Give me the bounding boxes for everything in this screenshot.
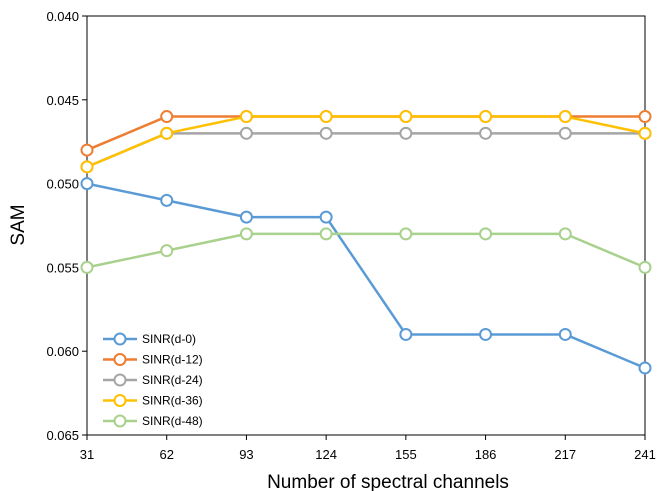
y-tick-label: 0.040: [46, 9, 79, 24]
data-point: [638, 126, 652, 140]
legend-label: SINR(d-12): [142, 353, 203, 367]
data-point: [638, 361, 652, 375]
y-axis-title: SAM: [8, 204, 29, 245]
plot-area: [86, 15, 646, 436]
legend-marker: [113, 353, 127, 366]
y-tick-label: 0.045: [46, 93, 79, 108]
data-point: [399, 327, 413, 341]
data-point: [80, 177, 94, 191]
data-point: [319, 227, 333, 241]
data-point: [479, 327, 493, 341]
data-point: [638, 260, 652, 274]
data-point: [80, 260, 94, 274]
y-tick-label: 0.050: [46, 177, 79, 192]
data-point: [479, 227, 493, 241]
data-point: [479, 110, 493, 124]
x-axis-title: Number of spectral channels: [267, 472, 509, 491]
x-tick-label: 31: [80, 447, 94, 462]
data-point: [558, 227, 572, 241]
x-tick-label: 62: [159, 447, 173, 462]
data-point: [638, 110, 652, 124]
data-point: [239, 210, 253, 224]
legend-marker: [113, 414, 127, 428]
data-point: [160, 126, 174, 140]
y-tick-label: 0.060: [46, 344, 79, 359]
data-point: [160, 193, 174, 207]
legend: SINR(d-0) SINR(d-12) SINR(d-24) SINR(d-36) S…: [103, 332, 203, 428]
x-tick-label: 217: [554, 447, 576, 462]
series-line: [86, 132, 645, 168]
legend-label: SINR(d-0): [142, 332, 196, 346]
x-tick-label: 93: [239, 447, 253, 462]
legend-label: SINR(d-36): [142, 394, 203, 408]
data-point: [558, 327, 572, 341]
data-point: [319, 210, 333, 224]
legend-marker: [113, 332, 127, 346]
data-point: [479, 126, 493, 140]
data-point: [319, 110, 333, 124]
series-layer: [80, 110, 652, 375]
x-tick-label: 155: [395, 447, 417, 462]
x-tick-label: 124: [315, 447, 337, 462]
data-point: [80, 160, 94, 174]
legend-label: SINR(d-48): [142, 414, 203, 428]
data-point: [399, 227, 413, 241]
x-tick-label: 241: [634, 447, 656, 462]
x-tick-label: 186: [475, 447, 497, 462]
y-axis-ticks: 0.040 0.045 0.050 0.055 0.060 0.065: [46, 9, 87, 443]
data-point: [558, 126, 572, 140]
data-point: [239, 126, 253, 140]
data-point: [399, 126, 413, 140]
y-tick-label: 0.065: [46, 428, 79, 443]
data-point: [160, 244, 174, 258]
data-point: [239, 227, 253, 241]
series-line: [86, 115, 646, 168]
series-line: [86, 182, 646, 370]
data-point: [399, 110, 413, 124]
y-tick-label: 0.055: [46, 260, 79, 275]
data-point: [319, 126, 333, 140]
data-point: [80, 143, 94, 157]
data-point: [558, 110, 572, 124]
legend-marker: [113, 394, 127, 407]
data-point: [160, 110, 174, 124]
legend-label: SINR(d-24): [142, 373, 203, 387]
x-axis-ticks: 31 62 93 124 155 186 217 241: [80, 435, 656, 462]
legend-marker: [113, 373, 127, 387]
series-line: [86, 232, 646, 269]
data-point: [239, 110, 253, 124]
